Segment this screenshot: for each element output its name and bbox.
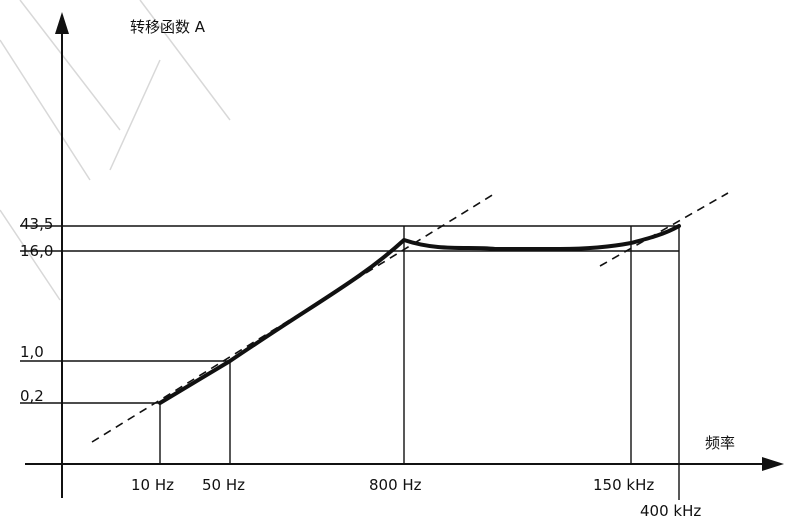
x-tick-label: 150 kHz xyxy=(593,476,654,494)
asymptote-low-frequency xyxy=(91,193,495,443)
y-axis-title: 转移函数 A xyxy=(130,18,206,36)
transfer-function-curve xyxy=(158,224,681,405)
x-tick-label: 400 kHz xyxy=(640,502,701,520)
reference-lines xyxy=(20,225,680,500)
x-axis-title: 频率 xyxy=(705,434,735,452)
x-tick-label: 50 Hz xyxy=(202,476,245,494)
y-axis-arrow xyxy=(55,12,69,34)
series-curve-layer xyxy=(158,224,681,405)
x-tick-label: 10 Hz xyxy=(131,476,174,494)
y-tick-label: 43,5 xyxy=(20,215,53,233)
y-tick-label: 0,2 xyxy=(20,387,44,405)
y-tick-label: 16,0 xyxy=(20,242,53,260)
axes xyxy=(25,12,784,498)
watermark xyxy=(0,0,231,301)
y-tick-label: 1,0 xyxy=(20,343,44,361)
asymptote-high-frequency xyxy=(599,192,729,267)
x-axis-arrow xyxy=(762,457,784,471)
x-tick-label: 800 Hz xyxy=(369,476,422,494)
asymptote-lines xyxy=(91,192,729,443)
